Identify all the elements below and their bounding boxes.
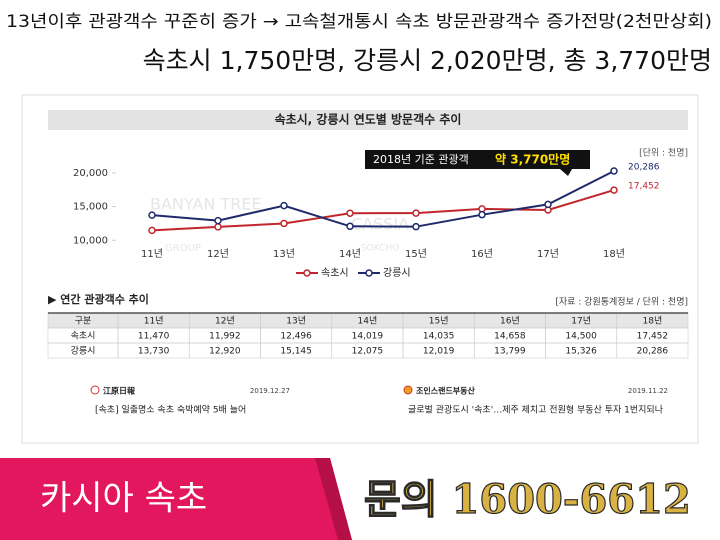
watermark: SOKCHO <box>361 244 399 254</box>
legend-label: 속초시 <box>321 267 349 279</box>
table-cell-text: 12,496 <box>280 332 312 342</box>
news-logo-mark <box>90 385 100 395</box>
table-cell-text: 강릉시 <box>71 346 96 357</box>
x-tick-label: 12년 <box>207 248 229 260</box>
table-cell-text: 13년 <box>286 316 306 327</box>
watermark: BANYAN TREE <box>150 195 262 214</box>
chart-title: 속초시, 강릉시 연도별 방문객수 추이 <box>275 112 462 127</box>
point <box>478 210 486 219</box>
table-cell-text: 15,145 <box>280 347 312 357</box>
x-tick-label: 13년 <box>273 248 295 260</box>
value-label: 20,286 <box>628 163 660 173</box>
x-tick-label: 14년 <box>339 248 361 260</box>
point <box>610 167 618 175</box>
chart-title-bar <box>48 110 688 130</box>
point <box>544 200 552 209</box>
x-tick-label: 11년 <box>141 248 163 260</box>
news-date: 2019.12.27 <box>250 387 290 395</box>
point <box>214 223 222 231</box>
header-line2: 속초시 1,750만명, 강릉시 2,020만명, 총 3,770만명 <box>143 46 712 75</box>
table-cell-text: 14,500 <box>565 332 597 342</box>
news-logo: 江原日報 <box>103 386 136 396</box>
point <box>280 201 288 210</box>
table-cell-text: 11년 <box>144 316 164 327</box>
footer-brand: 카시아 속초 <box>40 479 207 519</box>
watermark: GROUP <box>165 243 201 254</box>
point <box>346 222 354 231</box>
x-tick-label: 17년 <box>537 248 559 260</box>
point <box>610 186 618 194</box>
point <box>214 216 222 225</box>
table-cell <box>616 342 689 359</box>
news-logo: 조인스랜드부동산 <box>416 386 476 396</box>
callout-box <box>365 150 590 169</box>
x-tick-label: 18년 <box>603 248 625 260</box>
point <box>148 211 156 219</box>
news-logo-mark <box>403 385 413 395</box>
y-tick-label: 20,000 <box>73 168 108 179</box>
table-cell-text: 13,730 <box>138 347 170 357</box>
point <box>280 219 288 228</box>
table-cell-text: 11,992 <box>209 332 241 342</box>
table-cell-text: 18년 <box>643 316 663 327</box>
header-line1: 13년이후 관광객수 꾸준히 증가 → 고속철개통시 속초 방문관광객수 증가전… <box>6 12 712 32</box>
legend-marker <box>303 269 311 277</box>
point <box>412 209 420 217</box>
series-line <box>151 170 615 228</box>
table-cell-text: 16년 <box>500 316 520 327</box>
table-cell-text: 12,019 <box>423 347 455 357</box>
callout-pointer <box>560 169 572 176</box>
table-cell-text: 12,075 <box>352 347 384 357</box>
table-cell-text: 14,658 <box>494 332 526 342</box>
table-cell-text: 속초시 <box>71 331 96 342</box>
table-header-bg <box>48 313 688 328</box>
table-cell-text: 15년 <box>429 316 449 327</box>
news-date: 2019.11.22 <box>628 387 668 395</box>
table-cell-text: 14,019 <box>352 332 384 342</box>
legend-marker <box>365 269 373 277</box>
table-cell-text: 11,470 <box>138 332 170 342</box>
callout-text: 2018년 기준 관광객 <box>373 153 469 166</box>
watermark: CASSIA <box>351 215 409 234</box>
y-tick-label: 10,000 <box>73 235 108 246</box>
point <box>412 222 420 231</box>
news-headline: 글로벌 관광도시 '속초'…제주 제치고 전원형 부동산 투자 1번지되나 <box>408 404 663 416</box>
table-cell-text: 13,799 <box>494 347 526 357</box>
y-tick-label: 15,000 <box>73 202 108 213</box>
table-cell-text: 20,286 <box>637 347 669 357</box>
callout-highlight: 약 3,770만명 <box>495 152 570 167</box>
table-cell-text: 12,920 <box>209 347 241 357</box>
point <box>346 209 354 217</box>
footer-contact: 문의 1600-6612 <box>364 476 691 523</box>
table-cell-text: 17년 <box>571 316 591 327</box>
table-cell-text: 구분 <box>75 316 92 327</box>
value-label: 17,452 <box>628 182 660 192</box>
table-cell-text: 14년 <box>358 316 378 327</box>
table-source: [자료 : 강원통계정보 / 단위 : 천명] <box>555 296 688 308</box>
x-tick-label: 15년 <box>405 248 427 260</box>
table-cell-text: 12년 <box>215 316 235 327</box>
series-line <box>151 189 615 232</box>
unit-label: [단위 : 천명] <box>639 148 688 159</box>
table-cell-text: 17,452 <box>637 332 669 342</box>
point <box>148 226 156 235</box>
table-title: ▶ 연간 관광객수 추이 <box>48 292 149 306</box>
news-headline: [속초] 일출명소 속초 숙박예약 5배 늘어 <box>95 404 246 416</box>
legend-label: 강릉시 <box>383 267 411 279</box>
table-cell-text: 15,326 <box>565 347 597 357</box>
x-tick-label: 16년 <box>471 248 493 260</box>
footer-accent <box>315 458 352 540</box>
footer-band <box>0 458 352 540</box>
table-cell-text: 14,035 <box>423 332 455 342</box>
